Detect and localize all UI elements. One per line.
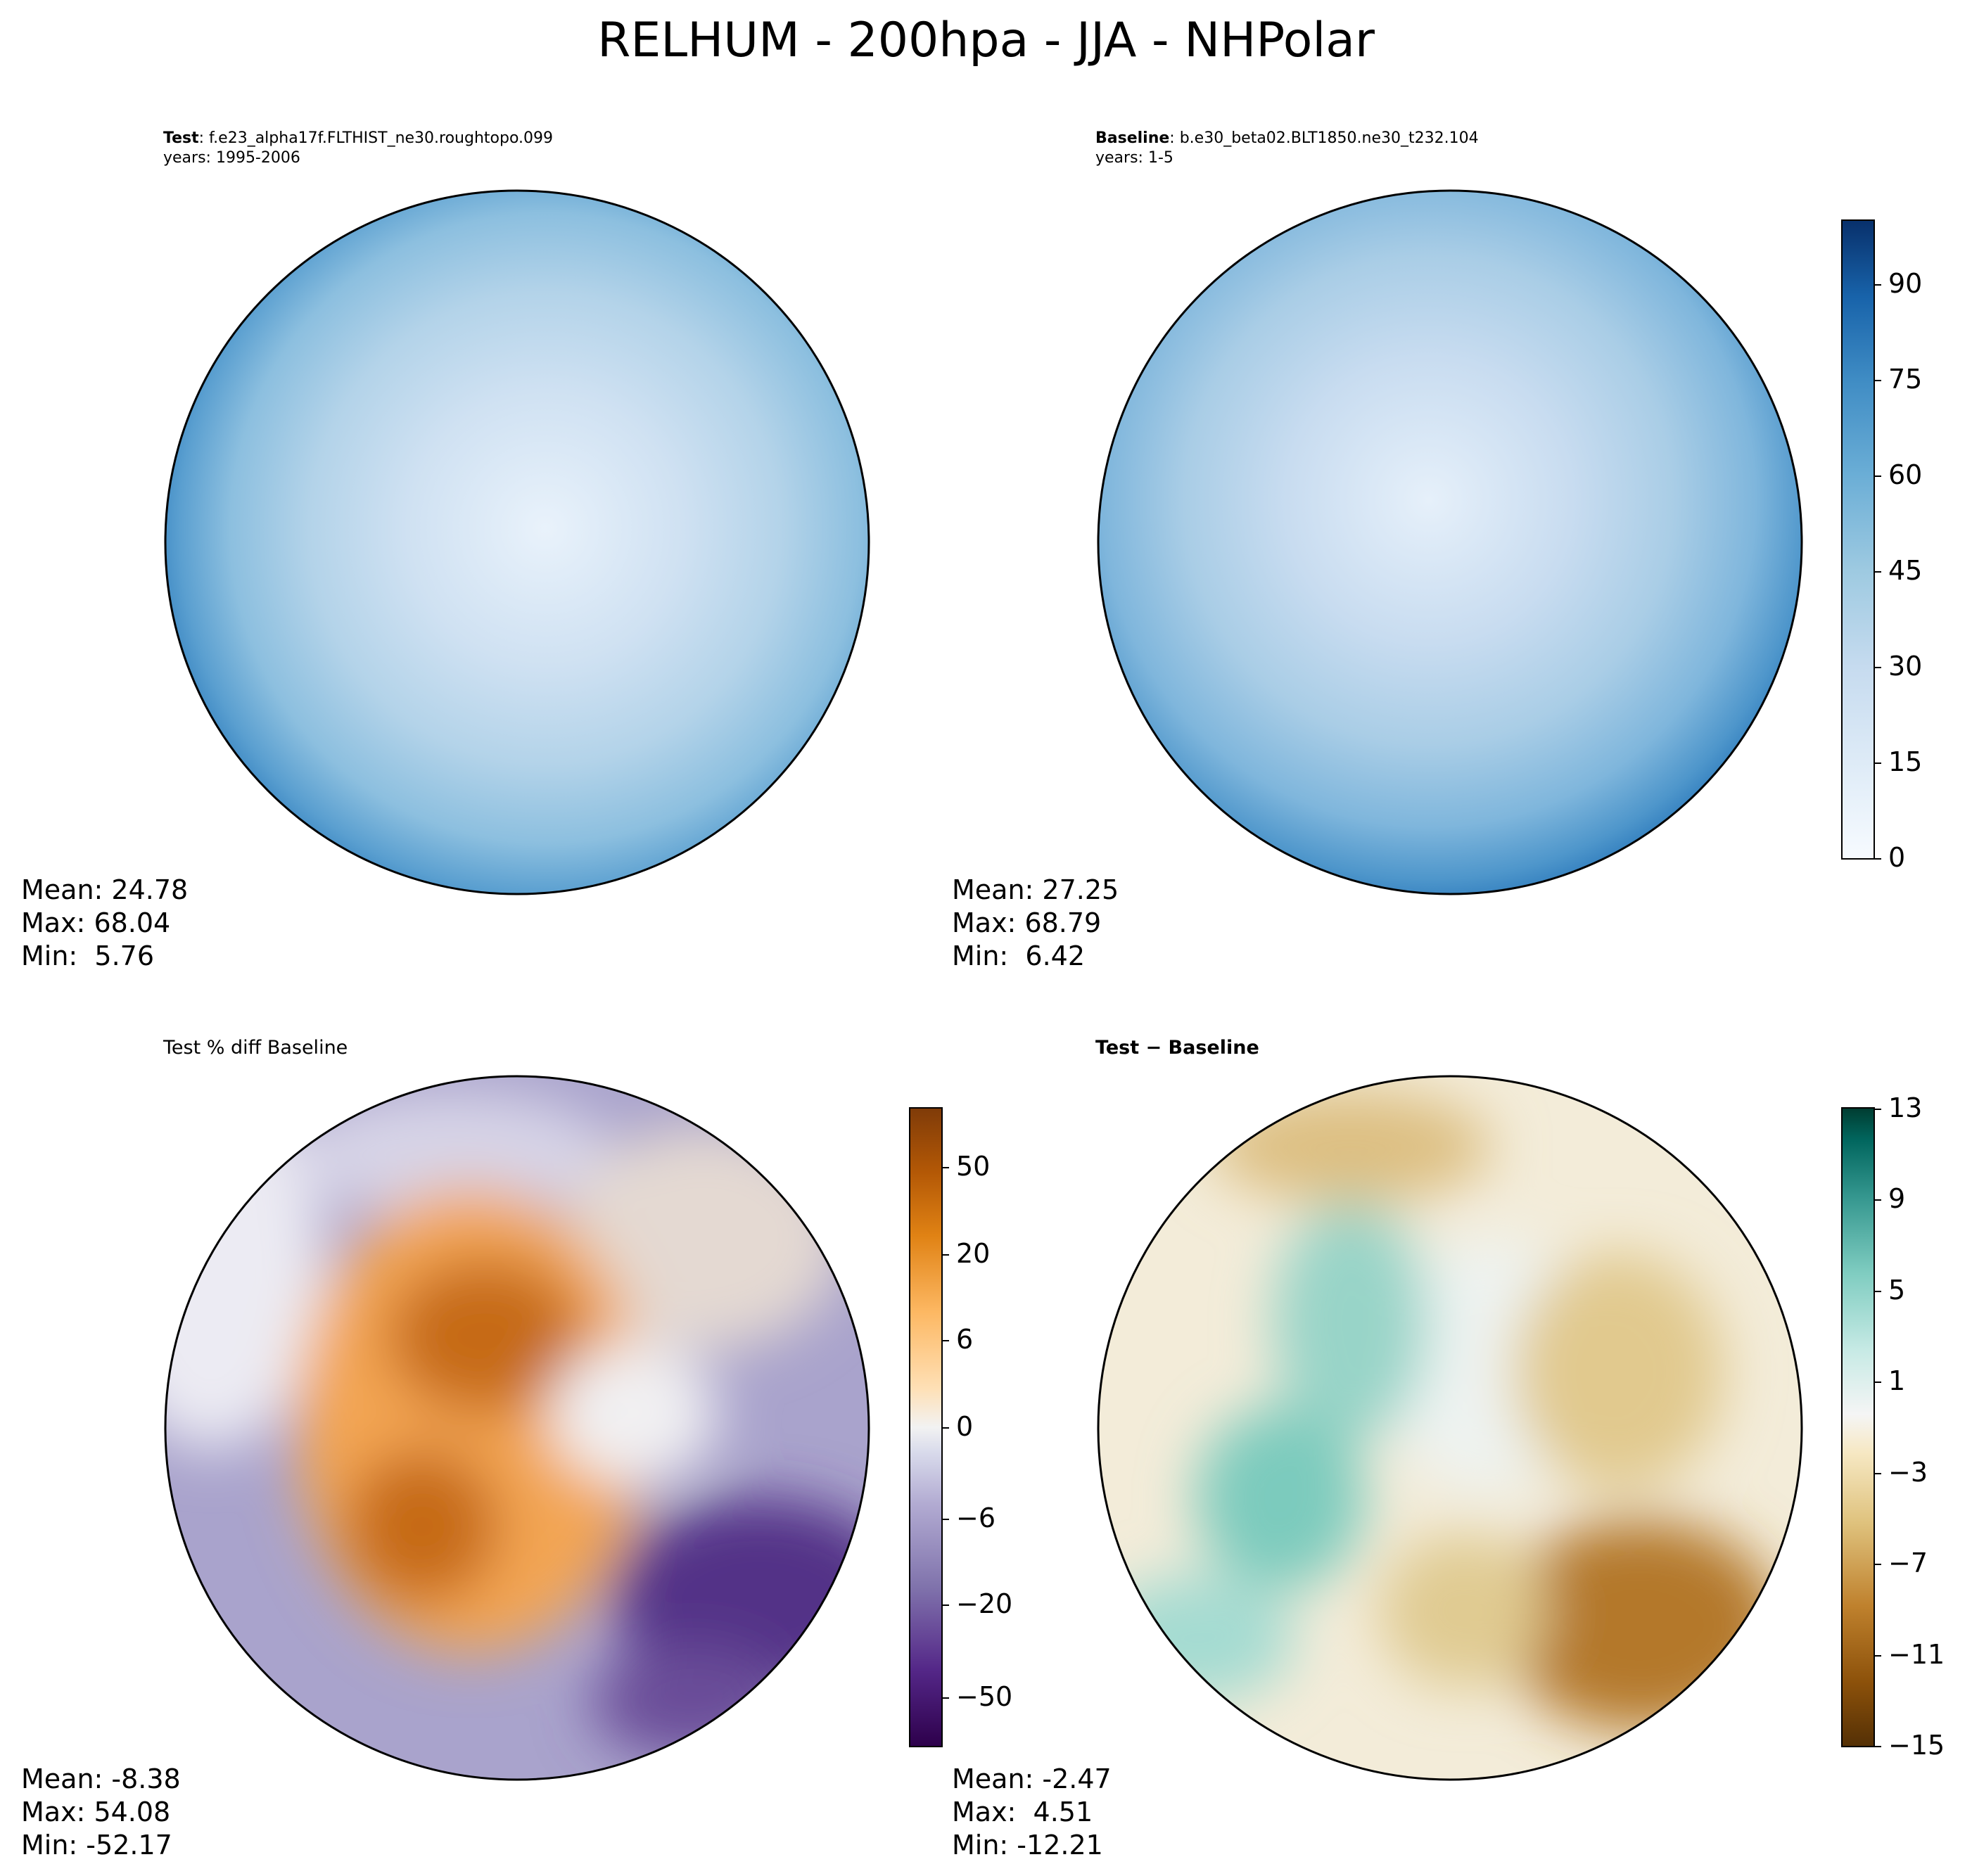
stat-min: Min: -52.17: [21, 1830, 172, 1861]
pctdiff-cb-tick: 6: [956, 1324, 974, 1355]
main-cb-tick: 90: [1888, 268, 1923, 299]
stat-max: Max: 54.08: [21, 1797, 171, 1827]
diff-panel-title: Test − Baseline: [1095, 1037, 1259, 1059]
stat-max: Max: 4.51: [952, 1797, 1093, 1827]
test-panel-header: Test: f.e23_alpha17f.FLTHIST_ne30.rought…: [163, 129, 553, 168]
baseline-label: Baseline: [1095, 129, 1170, 147]
baseline-years: years: 1-5: [1095, 149, 1173, 167]
diff-cb-tick: −11: [1888, 1639, 1945, 1670]
stat-max: Max: 68.04: [21, 907, 171, 938]
diff-stats: Mean: -2.47 Max: 4.51 Min: -12.21: [952, 1763, 1112, 1862]
pctdiff-cb-tick: 20: [956, 1238, 991, 1269]
test-stats: Mean: 24.78 Max: 68.04 Min: 5.76: [21, 874, 188, 973]
pctdiff-cb-tick: 50: [956, 1151, 991, 1182]
test-case-name: : f.e23_alpha17f.FLTHIST_ne30.roughtopo.…: [198, 129, 554, 147]
main-colorbar: [1841, 219, 1881, 860]
baseline-case-name: : b.e30_beta02.BLT1850.ne30_t232.104: [1169, 129, 1479, 147]
figure-title: RELHUM - 200hpa - JJA - NHPolar: [597, 13, 1375, 68]
diff-colorbar: [1841, 1107, 1881, 1747]
main-cb-tick: 60: [1888, 459, 1923, 490]
diff-map: [1097, 1075, 1803, 1781]
diff-cb-tick: −7: [1888, 1548, 1928, 1578]
test-label: Test: [163, 129, 199, 147]
main-cb-tick: 30: [1888, 651, 1923, 682]
pctdiff-cb-tick: −50: [956, 1681, 1013, 1712]
pctdiff-cb-tick: 0: [956, 1411, 974, 1442]
stat-max: Max: 68.79: [952, 907, 1102, 938]
pctdiff-cb-tick: −6: [956, 1502, 996, 1533]
stat-mean: Mean: -2.47: [952, 1763, 1112, 1794]
test-map: [164, 189, 870, 895]
stat-mean: Mean: 24.78: [21, 874, 189, 905]
pctdiff-panel-title: Test % diff Baseline: [163, 1037, 348, 1059]
pctdiff-stats: Mean: -8.38 Max: 54.08 Min: -52.17: [21, 1763, 181, 1862]
main-cb-tick: 75: [1888, 364, 1923, 395]
pctdiff-cb-tick: −20: [956, 1588, 1013, 1619]
baseline-stats: Mean: 27.25 Max: 68.79 Min: 6.42: [952, 874, 1119, 973]
stat-min: Min: 5.76: [21, 940, 154, 971]
baseline-map: [1097, 189, 1803, 895]
stat-min: Min: -12.21: [952, 1830, 1103, 1861]
stat-mean: Mean: 27.25: [952, 874, 1119, 905]
stat-mean: Mean: -8.38: [21, 1763, 181, 1794]
diff-cb-tick: 5: [1888, 1275, 1906, 1306]
stat-min: Min: 6.42: [952, 940, 1085, 971]
pctdiff-colorbar: [909, 1107, 949, 1747]
diff-cb-tick: −15: [1888, 1730, 1945, 1761]
diff-cb-tick: −3: [1888, 1457, 1928, 1488]
diff-cb-tick: 13: [1888, 1092, 1923, 1123]
baseline-panel-header: Baseline: b.e30_beta02.BLT1850.ne30_t232…: [1095, 129, 1479, 168]
diff-cb-tick: 9: [1888, 1183, 1906, 1214]
main-cb-tick: 0: [1888, 842, 1906, 873]
main-cb-tick: 45: [1888, 555, 1923, 586]
pctdiff-map: [164, 1075, 870, 1781]
diff-cb-tick: 1: [1888, 1365, 1906, 1396]
main-cb-tick: 15: [1888, 746, 1923, 777]
test-years: years: 1995-2006: [163, 149, 300, 167]
